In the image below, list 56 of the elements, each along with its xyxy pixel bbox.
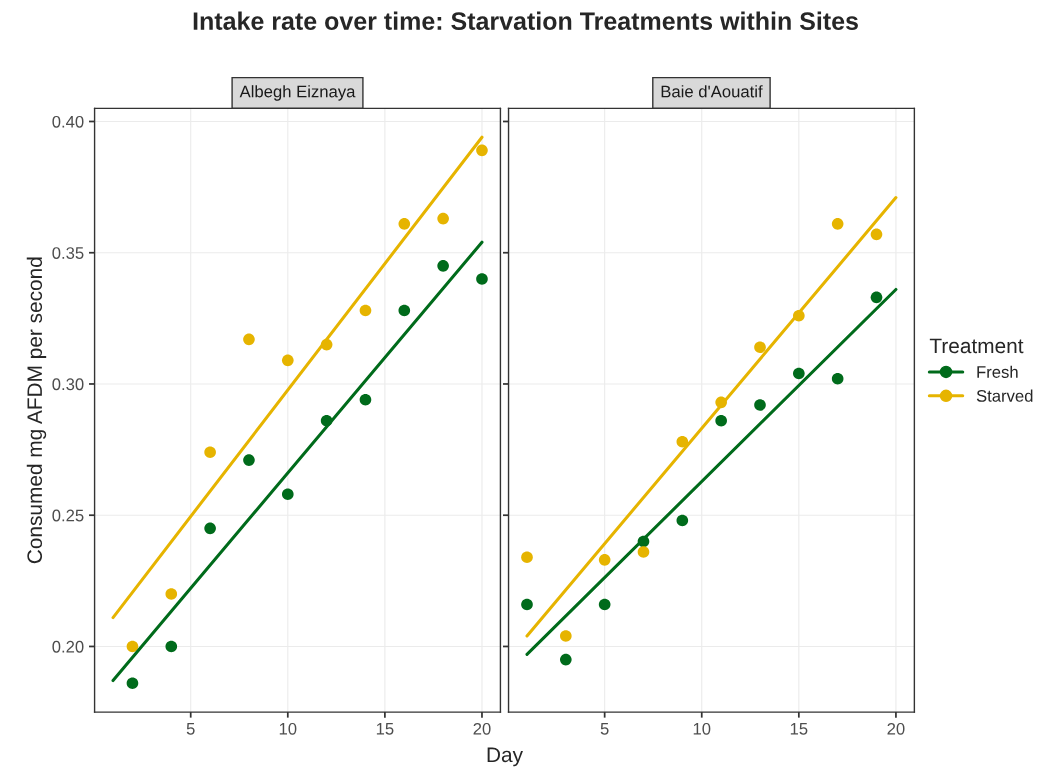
point [398,218,411,230]
x-tick-label: 5 [600,723,609,735]
point [598,598,611,611]
point [831,372,844,385]
chart-subtitle: Baie d'Aouatif [661,85,763,98]
point [754,341,766,354]
point [398,304,411,317]
x-tick-label: 5 [186,723,195,735]
point [831,218,844,230]
point [870,228,883,241]
y-tick-label: 0.25 [52,509,84,522]
point [637,546,650,558]
point [754,399,766,411]
point [126,640,139,653]
point [281,488,294,501]
point [359,304,372,317]
point [359,393,372,406]
point [715,414,727,427]
point [793,367,805,380]
point [204,446,216,459]
point [560,653,572,666]
y-tick-label: 0.30 [52,378,84,391]
point [676,435,689,448]
x-tick-label: 10 [279,722,297,735]
y-axis-title: Consumed mg AFDM per second [26,257,47,564]
x-tick-label: 20 [887,722,905,735]
x-tick-label: 15 [376,723,394,735]
point [281,354,294,367]
point [476,273,488,285]
point [476,144,488,157]
y-tick-label: 0.35 [52,247,84,259]
point [204,522,216,535]
x-tick-label: 15 [790,723,808,735]
legend-label: Starved [976,389,1033,402]
x-tick-label: 10 [693,722,711,735]
x-tick-label: 20 [473,722,491,735]
point [165,640,178,653]
legend-title: Treatment [929,338,1024,354]
point [243,454,255,466]
chart-subtitle: Albegh Eiznaya [239,85,356,101]
point [521,598,533,611]
legend-label: Fresh [977,365,1018,378]
x-axis-title: Day [487,747,523,767]
y-tick-label: 0.20 [52,640,84,653]
point [437,260,449,272]
point [676,514,689,527]
point [598,554,611,566]
point [126,677,139,690]
point [870,291,883,304]
point [521,551,533,564]
point [437,212,449,225]
chart-title: Intake rate over time: Starvation Treatments within Sites [193,11,858,30]
point [560,630,572,642]
y-tick-label: 0.40 [52,115,84,128]
point [165,588,178,600]
point [243,333,255,346]
